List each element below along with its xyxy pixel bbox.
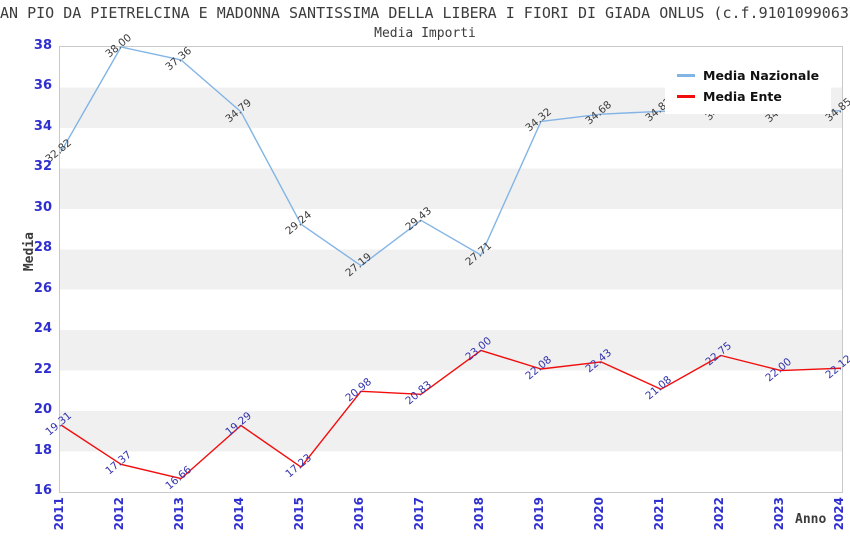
x-tick-label: 2014	[232, 497, 246, 531]
x-tick-label: 2019	[532, 497, 546, 531]
y-tick-label: 32	[33, 159, 52, 175]
x-tick-label: 2015	[292, 497, 306, 531]
y-tick-label: 24	[33, 321, 52, 337]
chart-subtitle: Media Importi	[374, 26, 476, 41]
plot-area: 32.82 38.00 37.36 34.79 29.24 27.19 29.43 27.71…	[43, 32, 850, 493]
x-tick-label: 2018	[472, 497, 486, 531]
y-tick-label: 30	[33, 199, 52, 215]
legend-item-media-nazionale: Media Nazionale	[677, 65, 819, 86]
x-tick-label: 2024	[832, 497, 846, 531]
x-tick-label: 2016	[352, 497, 366, 531]
x-tick-label: 2011	[52, 497, 66, 531]
chart-title: AN PIO DA PIETRELCINA E MADONNA SANTISSI…	[0, 4, 850, 22]
legend-item-media-ente: Media Ente	[677, 86, 819, 107]
line-swatch-icon	[677, 74, 695, 77]
y-tick-label: 28	[33, 240, 52, 256]
y-tick-label: 16	[33, 483, 52, 498]
x-axis-title: Anno	[795, 512, 827, 527]
legend-label: Media Ente	[703, 89, 782, 104]
x-tick-label: 2013	[172, 497, 186, 531]
x-tick-label: 2017	[412, 497, 426, 531]
y-tick-label: 36	[33, 78, 52, 94]
x-tick-label: 2020	[592, 497, 606, 531]
y-tick-label: 22	[33, 361, 52, 377]
series-line-media-ente	[60, 349, 842, 480]
y-tick-label: 38	[33, 38, 52, 53]
x-tick-label: 2012	[112, 497, 126, 531]
y-tick-label: 18	[33, 442, 52, 458]
y-tick-label: 20	[33, 402, 52, 418]
legend-label: Media Nazionale	[703, 68, 820, 83]
line-swatch-icon	[677, 95, 695, 98]
x-tick-label: 2023	[772, 497, 786, 531]
y-tick-label: 26	[33, 280, 52, 296]
legend: Media Nazionale Media Ente	[665, 58, 832, 114]
y-tick-label: 34	[33, 118, 52, 134]
x-tick-label: 2021	[652, 497, 666, 531]
x-tick-label: 2022	[712, 497, 726, 531]
